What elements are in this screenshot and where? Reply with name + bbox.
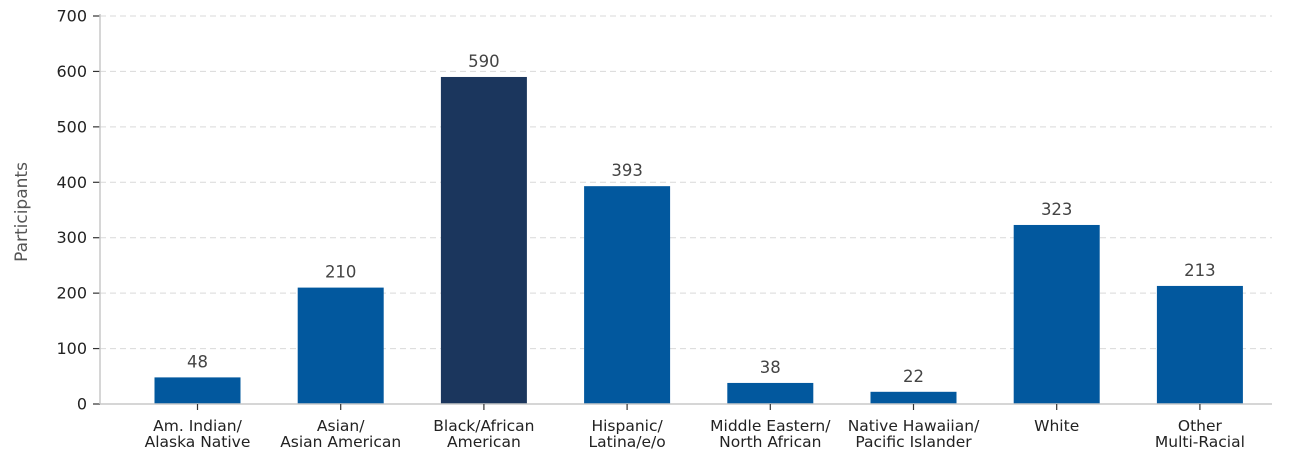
- x-tick-label: Other: [1178, 417, 1223, 435]
- bar-value-label: 323: [1041, 200, 1073, 219]
- x-tick-label: North African: [719, 433, 821, 451]
- bar-value-label: 590: [468, 52, 500, 71]
- bar: [584, 186, 671, 404]
- bar-value-label: 38: [760, 358, 781, 377]
- y-tick-label: 200: [56, 284, 87, 303]
- y-tick-label: 0: [77, 395, 87, 414]
- x-tick-label: Alaska Native: [145, 433, 251, 451]
- x-tick-label: Hispanic/: [591, 417, 663, 435]
- x-tick-label: Latina/e/o: [588, 433, 665, 451]
- y-tick-label: 500: [56, 117, 87, 136]
- x-tick-label: Middle Eastern/: [710, 417, 831, 435]
- bar: [440, 76, 527, 404]
- x-tick-label: Native Hawaiian/: [848, 417, 980, 435]
- bar: [1013, 224, 1100, 404]
- y-axis-title: Participants: [12, 162, 32, 262]
- bar-value-label: 393: [611, 161, 643, 180]
- bar: [154, 377, 241, 404]
- bar: [870, 391, 957, 404]
- gridlines: [100, 15, 1272, 350]
- x-tick-label: American: [447, 433, 521, 451]
- bar-value-label: 213: [1184, 261, 1216, 280]
- bar-value-label: 48: [187, 352, 208, 371]
- y-tick-label: 100: [56, 339, 87, 358]
- x-tick-label: Asian American: [280, 433, 401, 451]
- bar-value-label: 210: [325, 263, 357, 282]
- bar-value-label: 22: [903, 367, 924, 386]
- y-tick-label: 400: [56, 173, 87, 192]
- y-tick-label: 700: [56, 7, 87, 26]
- bar: [1156, 285, 1243, 404]
- bar: [727, 382, 814, 404]
- x-tick-label: White: [1034, 417, 1079, 435]
- bars: [154, 76, 1243, 404]
- bar: [297, 287, 384, 404]
- x-tick-label: Am. Indian/: [153, 417, 242, 435]
- y-tick-label: 300: [56, 228, 87, 247]
- labels: 0 100 200 300 400 500 600 700 48 Am. Indian/Alask…: [56, 7, 1244, 452]
- x-tick-label: Asian/: [317, 417, 365, 435]
- axes: [93, 14, 1272, 410]
- x-tick-label: Black/African: [433, 417, 534, 435]
- x-tick-label: Multi-Racial: [1155, 433, 1245, 451]
- x-tick-label: Pacific Islander: [855, 433, 972, 451]
- y-tick-label: 600: [56, 62, 87, 81]
